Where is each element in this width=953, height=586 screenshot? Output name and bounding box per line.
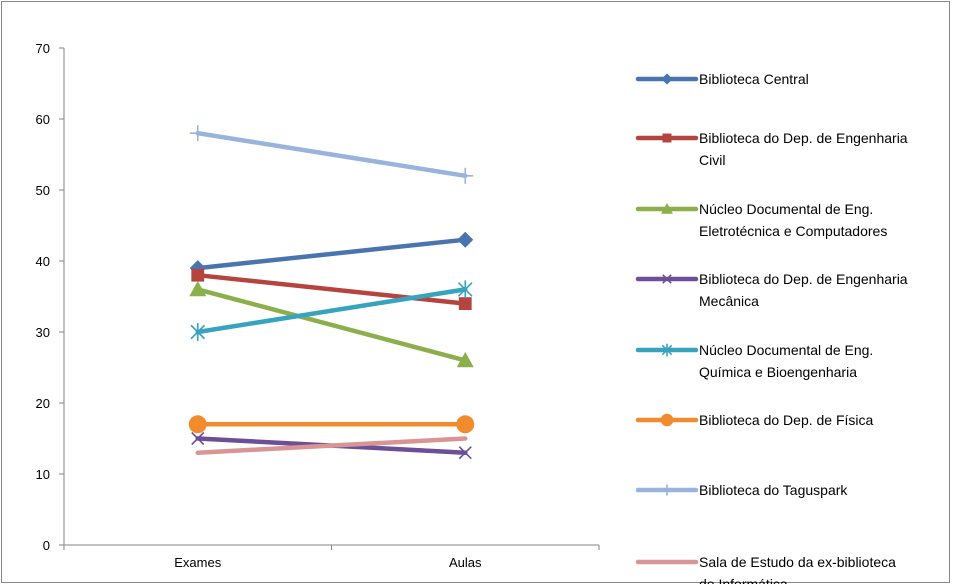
legend-label: Núcleo Documental de Eng. — [699, 201, 873, 217]
series-5 — [190, 280, 473, 341]
y-tick-label: 50 — [36, 183, 50, 198]
legend-item: Sala de Estudo da ex-biblioteca de Inform… — [635, 554, 896, 584]
legend-label: Biblioteca Central — [699, 71, 809, 87]
data-point — [458, 446, 472, 460]
y-tick-label: 60 — [36, 112, 50, 127]
series-line — [195, 287, 468, 363]
series-line — [195, 272, 468, 306]
series-2 — [191, 268, 472, 310]
legend-item: Núcleo Documental de Eng. Química e Bioen… — [635, 342, 873, 380]
legend-item: Biblioteca do Dep. de Física — [635, 412, 874, 428]
legend-label: Eletrotécnica e Computadores — [699, 223, 887, 239]
legend-label: Biblioteca do Taguspark — [699, 482, 848, 498]
series-line — [195, 436, 468, 455]
marker-stroke — [458, 446, 472, 460]
legend-item: Biblioteca Central — [635, 71, 809, 87]
data-point — [661, 73, 673, 85]
legend-label: Biblioteca do Dep. de Engenharia — [699, 130, 908, 146]
legend-label: Civil — [699, 152, 725, 168]
legend-label: Núcleo Documental de Eng. — [699, 342, 873, 358]
y-tick-label: 10 — [36, 467, 50, 482]
legend: Biblioteca Central Biblioteca do Dep. de … — [635, 71, 908, 584]
data-point — [662, 133, 672, 143]
axes: 0 10 20 30 40 50 60 70 Exames Aulas — [36, 41, 600, 570]
legend-item: Biblioteca do Dep. de Engenharia Civil — [635, 130, 908, 168]
data-point — [662, 274, 672, 284]
x-tick-label: Aulas — [449, 555, 482, 570]
marker-stroke — [191, 431, 205, 446]
legend-label: Biblioteca do Dep. de Engenharia — [699, 271, 908, 287]
series-3 — [189, 280, 474, 368]
series-line — [195, 287, 468, 335]
legend-label: Biblioteca do Dep. de Física — [699, 412, 874, 428]
data-point — [457, 167, 474, 184]
data-point — [661, 484, 673, 496]
legend-item: Biblioteca do Dep. de Engenharia Mecânica — [635, 271, 908, 309]
legend-label: Mecânica — [699, 293, 759, 309]
data-point — [190, 323, 206, 341]
series-6 — [188, 415, 475, 434]
data-point — [458, 297, 472, 310]
series-line — [195, 130, 468, 179]
data-point — [456, 415, 475, 434]
data-point — [660, 413, 674, 427]
data-point — [191, 268, 205, 282]
legend-item: Núcleo Documental de Eng. Eletrotécnica e… — [635, 201, 887, 239]
series-line — [195, 237, 468, 271]
x-tick-label: Exames — [174, 555, 221, 570]
data-point — [661, 203, 673, 214]
series-1 — [189, 231, 474, 277]
marker-stroke — [662, 274, 672, 284]
y-tick-label: 20 — [36, 396, 50, 411]
data-point — [456, 351, 474, 368]
series-layer — [188, 125, 475, 460]
legend-label: Química e Bioengenharia — [699, 364, 857, 380]
legend-label: Sala de Estudo da ex-biblioteca — [699, 554, 896, 570]
data-point — [457, 280, 473, 299]
series-8 — [195, 436, 468, 455]
data-point — [188, 415, 207, 434]
y-tick-label: 0 — [43, 538, 50, 553]
data-point — [457, 231, 474, 248]
legend-label: de Informática — [699, 576, 788, 584]
data-point — [189, 280, 207, 297]
data-point — [191, 431, 205, 446]
y-tick-label: 40 — [36, 254, 50, 269]
legend-item: Biblioteca do Taguspark — [635, 482, 848, 498]
y-tick-label: 70 — [36, 41, 50, 56]
series-7 — [189, 125, 474, 184]
data-point — [661, 343, 673, 357]
y-tick-label: 30 — [36, 325, 50, 340]
data-point — [189, 125, 206, 142]
